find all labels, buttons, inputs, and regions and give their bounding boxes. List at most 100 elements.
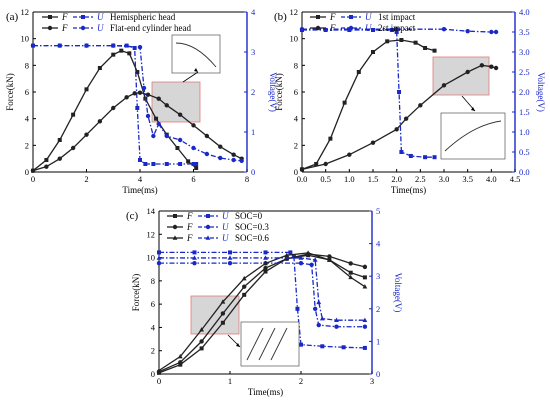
data-point bbox=[124, 43, 129, 48]
legend-voltage-marker bbox=[205, 224, 211, 230]
y-tick-label: 10 bbox=[147, 253, 156, 263]
data-point bbox=[347, 152, 352, 157]
voltage-line bbox=[33, 44, 197, 165]
data-point bbox=[423, 46, 428, 50]
data-point bbox=[493, 65, 499, 71]
data-point bbox=[239, 158, 244, 163]
data-point bbox=[30, 168, 36, 173]
data-point bbox=[241, 275, 247, 281]
data-point bbox=[362, 264, 368, 270]
data-point bbox=[151, 162, 156, 166]
data-point bbox=[334, 324, 339, 329]
voltage-line bbox=[159, 257, 365, 321]
x-axis-label: Time(ms) bbox=[248, 387, 283, 397]
data-point bbox=[44, 164, 49, 169]
data-point bbox=[263, 260, 268, 266]
legend-voltage-symbol: U bbox=[365, 12, 372, 22]
data-point bbox=[199, 327, 204, 332]
data-point bbox=[299, 342, 303, 347]
data-point bbox=[156, 255, 162, 260]
data-point bbox=[227, 260, 233, 266]
y-tick-label: 12 bbox=[290, 7, 299, 17]
inset-line bbox=[175, 42, 217, 68]
data-point bbox=[138, 158, 142, 162]
y2-tick-label: 1 bbox=[376, 336, 380, 346]
data-point bbox=[84, 87, 89, 92]
force-series bbox=[156, 250, 368, 373]
data-point bbox=[263, 265, 268, 271]
y2-tick-label: 4 bbox=[376, 239, 381, 249]
inset-frame bbox=[440, 112, 506, 160]
data-point bbox=[242, 284, 247, 289]
data-point bbox=[175, 146, 180, 150]
legend-voltage-marker bbox=[205, 235, 211, 240]
data-point bbox=[111, 105, 116, 111]
legend-voltage-marker bbox=[81, 15, 85, 19]
y-tick-label: 6 bbox=[151, 299, 155, 309]
zoom-arrow bbox=[182, 71, 199, 83]
data-point bbox=[156, 367, 162, 373]
data-point bbox=[263, 269, 268, 274]
data-point bbox=[323, 161, 328, 167]
data-point bbox=[220, 299, 226, 304]
force-series bbox=[299, 63, 499, 172]
data-point bbox=[479, 63, 485, 68]
data-point bbox=[177, 353, 183, 359]
data-point bbox=[341, 345, 346, 350]
data-point bbox=[145, 92, 151, 97]
legend: F U 1st impact F U 2st impact bbox=[310, 12, 416, 33]
data-point bbox=[432, 155, 437, 160]
data-point bbox=[178, 362, 183, 367]
y2-tick-label: 3 bbox=[251, 47, 255, 57]
legend-voltage-symbol: U bbox=[222, 222, 229, 232]
y-axis-label: Force(kN) bbox=[274, 73, 284, 111]
data-point bbox=[97, 66, 102, 70]
data-point bbox=[191, 145, 196, 151]
legend-force-marker bbox=[172, 235, 178, 240]
y2-tick-label: 2.0 bbox=[519, 87, 530, 97]
voltage-line bbox=[159, 262, 365, 328]
legend-voltage-marker bbox=[348, 25, 354, 31]
data-point bbox=[220, 320, 225, 325]
x-tick-label: 2 bbox=[299, 376, 303, 386]
zoom-arrowhead bbox=[471, 107, 475, 111]
legend: F U SOC=0 F U SOC=0.3 F U SOC=0.6 bbox=[167, 211, 269, 243]
y2-tick-label: 5 bbox=[376, 206, 380, 216]
data-point bbox=[192, 260, 197, 266]
y-axis-label: Force(kN) bbox=[5, 73, 15, 111]
data-point bbox=[84, 132, 89, 137]
data-point bbox=[177, 112, 183, 117]
data-point bbox=[316, 299, 322, 305]
data-point bbox=[356, 70, 361, 74]
data-point bbox=[143, 162, 148, 166]
y-tick-label: 4 bbox=[25, 114, 30, 124]
y-tick-label: 12 bbox=[147, 229, 156, 239]
data-point bbox=[164, 133, 169, 139]
panel-label: (c) bbox=[126, 210, 139, 222]
inset-line bbox=[258, 327, 276, 361]
x-tick-label: 3.5 bbox=[462, 174, 473, 184]
data-point bbox=[323, 28, 328, 32]
force-series bbox=[300, 38, 437, 172]
legend-voltage-symbol: U bbox=[97, 12, 104, 22]
legend-force-symbol: F bbox=[329, 23, 336, 33]
legend-force-marker bbox=[316, 15, 320, 19]
x-tick-label: 1.5 bbox=[368, 174, 379, 184]
legend-force-symbol: F bbox=[186, 233, 193, 243]
legend-label: 1st impact bbox=[378, 12, 416, 22]
y2-tick-label: 2 bbox=[251, 87, 255, 97]
data-point bbox=[298, 255, 304, 260]
zoom-region-box bbox=[151, 81, 201, 123]
x-tick-label: 1 bbox=[228, 376, 232, 386]
y2-tick-label: 2 bbox=[376, 304, 380, 314]
data-point bbox=[394, 127, 399, 132]
legend-voltage-marker bbox=[349, 15, 353, 19]
data-point bbox=[218, 144, 223, 149]
data-point bbox=[194, 166, 199, 170]
chart-panel-2: 0.0 0.5 1.0 1.5 2.0 2.5 3.0 3.5 4.0 4.5 0 2 4 6 8 10 12 0… bbox=[274, 7, 546, 195]
data-point bbox=[199, 339, 204, 344]
data-point bbox=[178, 360, 183, 365]
data-point bbox=[231, 157, 236, 163]
data-point bbox=[97, 119, 103, 124]
